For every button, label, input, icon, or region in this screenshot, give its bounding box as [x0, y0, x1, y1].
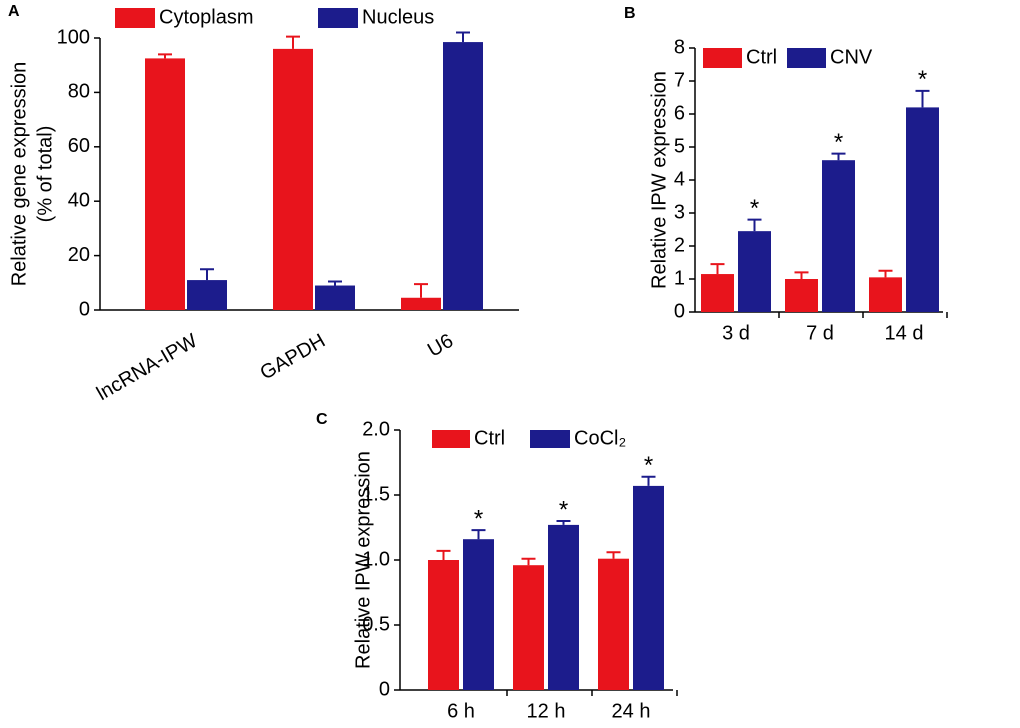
legend-label: CoCl₂ — [574, 427, 626, 449]
legend-label: CNV — [830, 46, 873, 68]
error-bar — [794, 271, 809, 279]
y-axis-label: (% of total) — [34, 126, 56, 223]
y-axis-label: Relative IPW expression — [352, 451, 374, 669]
error-bar — [878, 269, 893, 278]
x-tick-label: 7 d — [806, 322, 834, 344]
bar — [598, 558, 629, 690]
bar — [738, 231, 771, 312]
x-tick-label: 6 h — [447, 700, 475, 722]
bar — [401, 297, 441, 310]
panel-label: B — [624, 5, 636, 22]
error-bar — [471, 529, 486, 540]
x-tick-label: 12 h — [527, 700, 566, 722]
legend-label: Nucleus — [362, 6, 434, 28]
error-bar — [556, 520, 571, 525]
bar — [822, 160, 855, 312]
x-tick-label: GAPDH — [257, 330, 330, 385]
bar — [869, 277, 902, 312]
y-tick-label: 2 — [674, 234, 685, 256]
y-tick-label: 100 — [57, 26, 90, 48]
error-bar — [915, 89, 930, 108]
legend-swatch — [432, 430, 470, 448]
error-bar — [521, 557, 536, 566]
error-bar — [606, 551, 621, 559]
y-tick-label: 8 — [674, 36, 685, 58]
y-tick-label: 4 — [674, 168, 685, 190]
legend-swatch — [318, 8, 358, 28]
significance-marker: * — [834, 129, 843, 156]
bar — [633, 485, 664, 690]
bar — [145, 58, 185, 311]
bar — [463, 539, 494, 690]
error-bar — [436, 549, 451, 560]
error-bar — [747, 218, 762, 232]
y-tick-label: 1 — [674, 267, 685, 289]
y-tick-label: 1.0 — [362, 548, 390, 570]
legend-label: Ctrl — [474, 427, 505, 449]
error-bar — [328, 280, 342, 286]
error-bar — [414, 283, 428, 298]
y-axis-label: Relative gene expression — [8, 62, 30, 287]
y-tick-label: 3 — [674, 201, 685, 223]
legend-swatch — [115, 8, 155, 28]
y-tick-label: 1.5 — [362, 483, 390, 505]
panel-label: C — [316, 411, 328, 428]
significance-marker: * — [644, 452, 653, 479]
x-tick-label: U6 — [424, 330, 457, 362]
error-bar — [158, 53, 172, 59]
bar — [548, 524, 579, 690]
legend-swatch — [530, 430, 570, 448]
y-tick-label: 0 — [674, 300, 685, 322]
y-tick-label: 2.0 — [362, 418, 390, 440]
x-tick-label: 14 d — [885, 322, 924, 344]
x-tick-label: 24 h — [612, 700, 651, 722]
error-bar — [200, 268, 214, 281]
y-tick-label: 20 — [68, 244, 90, 266]
y-tick-label: 60 — [68, 135, 90, 157]
y-tick-label: 6 — [674, 102, 685, 124]
bar — [785, 279, 818, 312]
significance-marker: * — [750, 195, 759, 222]
significance-marker: * — [474, 505, 483, 532]
significance-marker: * — [559, 496, 568, 523]
y-tick-label: 0.5 — [362, 613, 390, 635]
error-bar — [641, 475, 656, 486]
y-tick-label: 0 — [79, 298, 90, 320]
panel-label: A — [8, 3, 20, 20]
bar — [701, 274, 734, 312]
bar — [315, 285, 355, 310]
error-bar — [286, 35, 300, 49]
legend-swatch — [703, 48, 742, 68]
bar — [906, 107, 939, 313]
x-tick-label: lncRNA-IPW — [93, 330, 201, 405]
y-tick-label: 7 — [674, 69, 685, 91]
bar — [187, 280, 227, 310]
error-bar — [456, 31, 470, 43]
x-tick-label: 3 d — [722, 322, 750, 344]
bar — [443, 42, 483, 311]
bar — [428, 560, 459, 690]
significance-marker: * — [918, 66, 927, 93]
y-tick-label: 80 — [68, 81, 90, 103]
error-bar — [831, 152, 846, 161]
bar — [513, 565, 544, 690]
legend-label: Ctrl — [746, 46, 777, 68]
bar — [273, 48, 313, 310]
legend-label: Cytoplasm — [159, 6, 253, 28]
legend-swatch — [787, 48, 826, 68]
y-tick-label: 5 — [674, 135, 685, 157]
y-tick-label: 0 — [379, 678, 390, 700]
error-bar — [710, 263, 725, 275]
y-tick-label: 40 — [68, 189, 90, 211]
y-axis-label: Relative IPW expression — [648, 71, 670, 289]
